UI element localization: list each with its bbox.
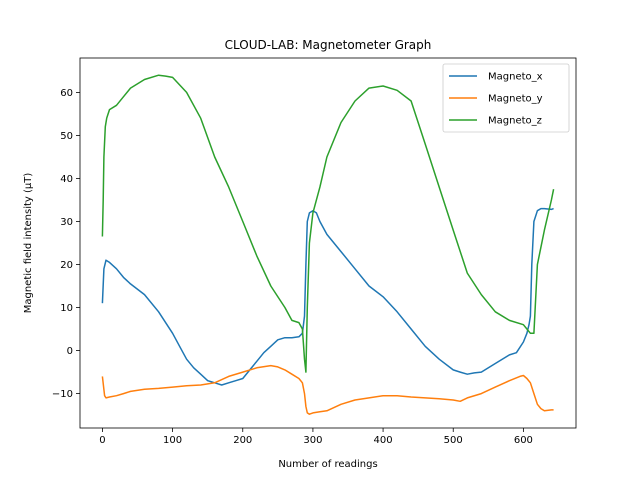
y-tick-label: −10 (52, 389, 73, 400)
y-tick-label: 50 (60, 131, 73, 142)
series-line-magneto-y (101, 364, 554, 415)
legend-label-magneto-x: Magneto_x (488, 72, 543, 83)
legend: Magneto_x Magneto_y Magneto_z (442, 63, 570, 133)
x-tick-label: 200 (233, 435, 252, 446)
y-tick-label: 40 (60, 174, 73, 185)
y-axis-label: Magnetic field intensity (μT) (23, 173, 34, 314)
x-axis-ticks: 0 100 200 300 400 500 600 (99, 428, 533, 446)
y-tick-label: 60 (60, 88, 73, 99)
legend-label-magneto-z: Magneto_z (488, 116, 542, 127)
chart-title: CLOUD-LAB: Magnetometer Graph (225, 38, 432, 52)
x-axis-label: Number of readings (278, 459, 377, 470)
y-tick-label: 20 (60, 260, 73, 271)
x-tick-label: 400 (374, 435, 393, 446)
x-tick-label: 500 (444, 435, 463, 446)
legend-label-magneto-y: Magneto_y (488, 94, 543, 105)
x-tick-label: 0 (99, 435, 105, 446)
y-axis-ticks: −10 0 10 20 30 40 50 60 (52, 88, 80, 400)
series-line-magneto-x (101, 207, 554, 386)
x-tick-label: 600 (514, 435, 533, 446)
x-tick-label: 100 (163, 435, 182, 446)
series-line-magneto-z (101, 74, 555, 373)
y-tick-label: 0 (67, 346, 73, 357)
x-tick-label: 300 (303, 435, 322, 446)
y-tick-label: 30 (60, 217, 73, 228)
series-layer (101, 74, 555, 415)
plot-frame (79, 57, 577, 429)
y-tick-label: 10 (60, 303, 73, 314)
legend-box (442, 63, 570, 133)
